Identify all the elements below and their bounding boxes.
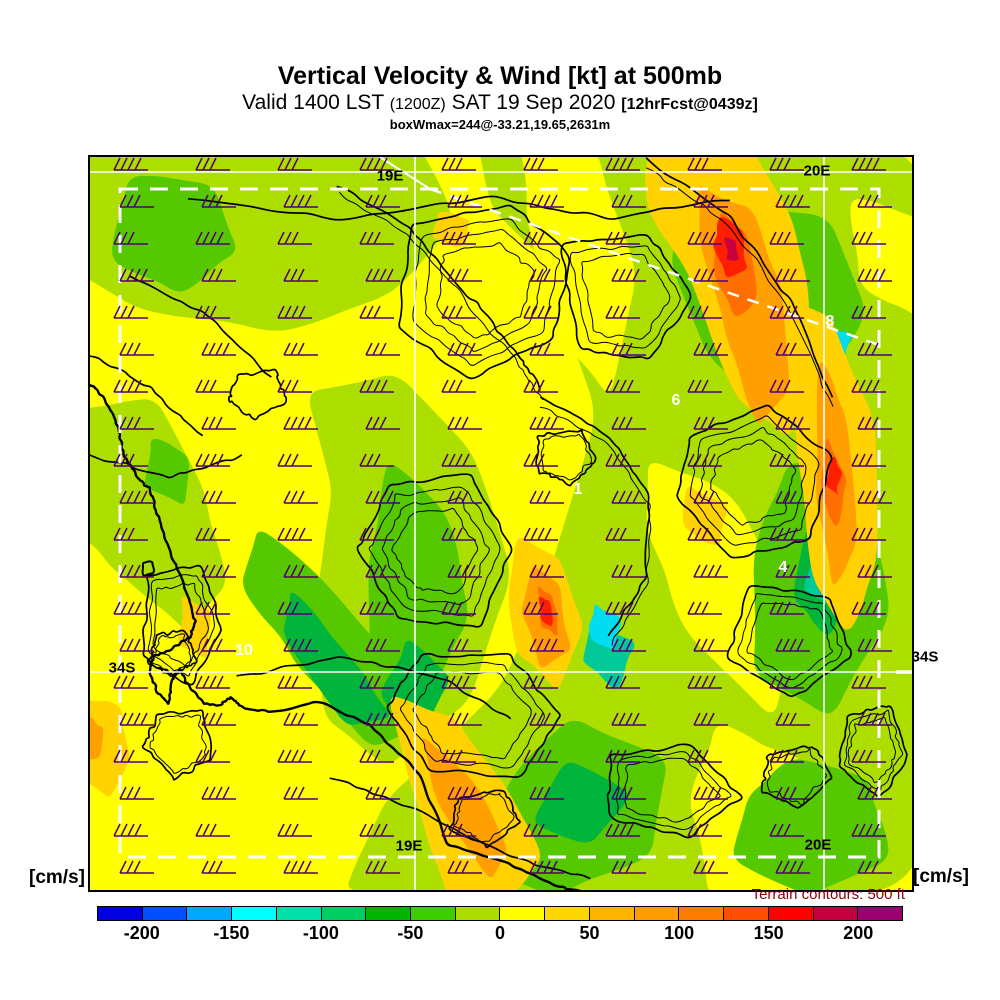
colorbar-segment-2 xyxy=(187,907,233,920)
colorbar-segment-6 xyxy=(366,907,412,920)
wind-barbs xyxy=(113,157,892,874)
colorbar-segment-11 xyxy=(589,907,635,920)
colorbar-tick-200: 200 xyxy=(843,923,874,943)
colorbar-segment-3 xyxy=(232,907,277,920)
units-label-right: [cm/s] xyxy=(913,866,969,887)
chart-header: Vertical Velocity & Wind [kt] at 500mb V… xyxy=(0,62,1000,133)
valid-time: Valid 1400 LST xyxy=(242,91,384,114)
coastline xyxy=(90,383,581,890)
units-label-left: [cm/s] xyxy=(29,867,85,888)
colorbar-segment-4 xyxy=(276,907,322,920)
colorbar-tick-50: 50 xyxy=(579,923,600,943)
colorbar-segment-8 xyxy=(455,907,501,920)
wmax-annotation: boxWmax=244@-33.21,19.65,2631m xyxy=(389,117,611,132)
colorbar-segment-14 xyxy=(724,907,769,920)
colorbar-tick--200: -200 xyxy=(123,923,160,943)
terrain-contours xyxy=(90,157,908,880)
map-canvas xyxy=(90,157,912,890)
velocity-field xyxy=(90,157,912,890)
chart-valid-line: Valid 1400 LST (1200Z) SAT 19 Sep 2020 [… xyxy=(0,90,1000,117)
colorbar-tick--150: -150 xyxy=(213,923,250,943)
forecast-tag: [12hrFcst@0439z] xyxy=(621,96,758,113)
colorbar-segment-12 xyxy=(634,907,680,920)
colorbar-segment-9 xyxy=(500,907,546,920)
colorbar-tick-100: 100 xyxy=(664,923,695,943)
colorbar-segment-16 xyxy=(813,907,859,920)
terrain-note: Terrain contours: 500 ft xyxy=(751,886,905,903)
colorbar-segment-5 xyxy=(321,907,367,920)
colorbar-tick--50: -50 xyxy=(397,923,424,943)
colorbar-segment-10 xyxy=(545,907,590,920)
colorbar-segment-7 xyxy=(411,907,456,920)
colorbar-segment-15 xyxy=(768,907,814,920)
colorbar-segment-13 xyxy=(679,907,725,920)
colorbar xyxy=(97,906,903,921)
grid-label-34s-right: 34S xyxy=(911,648,939,666)
colorbar-tick--100: -100 xyxy=(302,923,339,943)
valid-zulu: (1200Z) xyxy=(389,96,446,113)
colorbar-segment-0 xyxy=(98,907,143,920)
colorbar-tick-150: 150 xyxy=(753,923,784,943)
chart-title: Vertical Velocity & Wind [kt] at 500mb xyxy=(277,62,723,90)
valid-date: SAT 19 Sep 2020 xyxy=(451,91,616,114)
colorbar-segment-1 xyxy=(142,907,188,920)
colorbar-tick-0: 0 xyxy=(494,923,506,943)
graticule xyxy=(90,157,912,890)
colorbar-segment-17 xyxy=(858,907,902,920)
colorbar-ticks: -200 -150 -100 -50 0 50 100 150 200 xyxy=(97,923,903,947)
map-frame xyxy=(88,155,914,892)
